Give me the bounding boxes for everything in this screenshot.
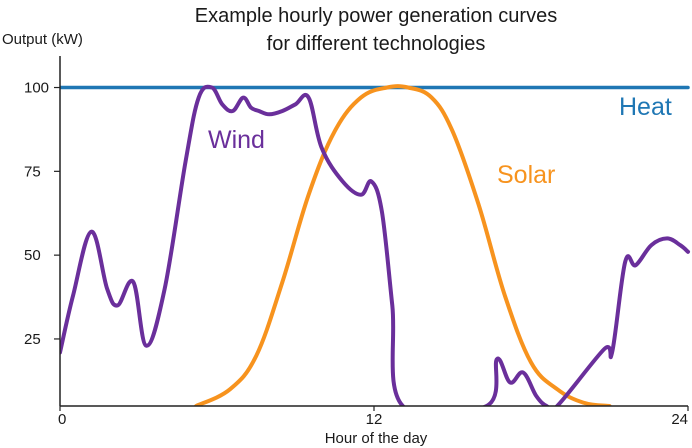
x-tick-label: 0 (58, 411, 66, 428)
solar-series-label: Solar (497, 161, 555, 189)
wind-series-label: Wind (208, 126, 265, 154)
y-tick-label: 25 (24, 331, 41, 348)
y-tick-label: 50 (24, 247, 41, 264)
solar-series-line (194, 84, 612, 406)
ticks-layer: 25 50 75 100 0 12 24 (24, 80, 689, 428)
wind-series-line (60, 84, 690, 406)
x-axis-label: Hour of the day (325, 430, 428, 447)
x-tick-label: 12 (366, 411, 383, 428)
chart-title: Example hourly power generation curves f… (195, 5, 557, 55)
y-axis-label: Output (kW) (2, 31, 83, 48)
axes-layer (59, 56, 688, 407)
chart-title-line-1: Example hourly power generation curves (195, 5, 557, 27)
y-tick-label: 75 (24, 163, 41, 180)
series-labels: Wind Solar Heat (208, 93, 672, 189)
series-layer (60, 84, 690, 406)
x-tick-label: 24 (671, 411, 688, 428)
y-tick-label: 100 (24, 80, 49, 97)
chart-title-line-2: for different technologies (267, 33, 486, 55)
heat-series-label: Heat (619, 93, 672, 121)
